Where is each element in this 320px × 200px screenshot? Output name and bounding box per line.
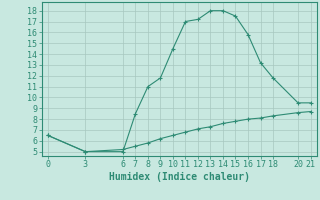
X-axis label: Humidex (Indice chaleur): Humidex (Indice chaleur) bbox=[109, 172, 250, 182]
